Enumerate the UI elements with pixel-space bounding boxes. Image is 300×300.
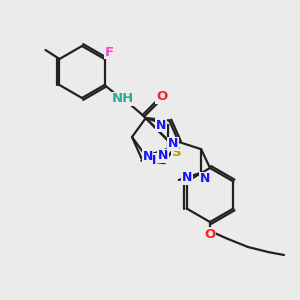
Text: N: N bbox=[156, 119, 166, 132]
Text: O: O bbox=[156, 91, 167, 103]
Text: N: N bbox=[200, 172, 210, 185]
Text: F: F bbox=[105, 46, 114, 59]
Text: N: N bbox=[168, 137, 178, 150]
Text: N: N bbox=[142, 150, 153, 163]
Text: S: S bbox=[172, 146, 181, 160]
Text: NH: NH bbox=[111, 92, 134, 106]
Text: N: N bbox=[158, 149, 168, 162]
Text: O: O bbox=[204, 227, 216, 241]
Text: N: N bbox=[146, 154, 156, 166]
Text: N: N bbox=[182, 172, 192, 184]
